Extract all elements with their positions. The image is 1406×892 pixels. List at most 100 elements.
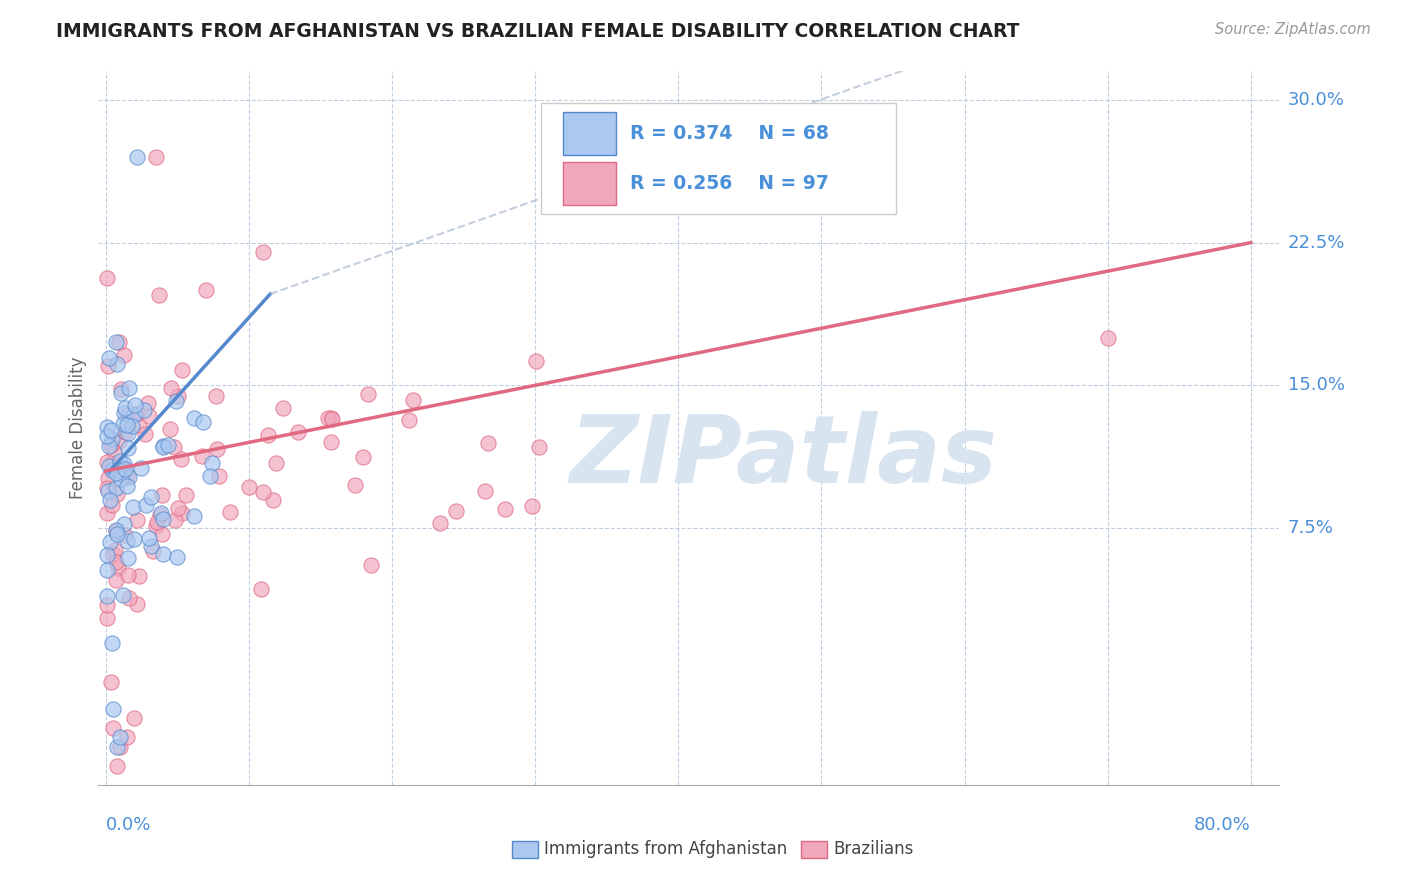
- Point: [271, 401, 294, 415]
- Point: [134, 403, 156, 417]
- Point: [250, 582, 273, 596]
- Point: [118, 591, 141, 605]
- Point: [110, 472, 132, 486]
- Bar: [512, 840, 537, 858]
- Point: [112, 517, 135, 532]
- Point: [122, 408, 145, 422]
- Bar: [562, 112, 616, 154]
- Point: [114, 527, 136, 541]
- Point: [111, 464, 134, 478]
- Point: [97, 471, 120, 485]
- Point: [105, 467, 128, 481]
- Point: [183, 411, 205, 425]
- Point: [150, 527, 173, 541]
- Text: 80.0%: 80.0%: [1194, 815, 1251, 833]
- Point: [156, 438, 179, 452]
- Point: [198, 469, 221, 483]
- Text: 30.0%: 30.0%: [1288, 91, 1344, 109]
- Point: [96, 419, 118, 434]
- Point: [96, 563, 118, 577]
- Point: [172, 363, 194, 377]
- Point: [201, 456, 224, 470]
- Point: [352, 450, 374, 464]
- Point: [139, 491, 162, 505]
- Point: [108, 434, 131, 448]
- Point: [117, 442, 139, 456]
- Point: [167, 501, 190, 516]
- Text: 0.0%: 0.0%: [105, 815, 150, 833]
- Point: [101, 702, 124, 716]
- Point: [474, 484, 496, 499]
- Point: [124, 408, 146, 422]
- Point: [112, 457, 135, 471]
- Point: [117, 551, 139, 566]
- Point: [174, 488, 197, 502]
- Point: [219, 505, 242, 519]
- Point: [148, 287, 170, 301]
- Point: [152, 440, 174, 454]
- Point: [100, 674, 122, 689]
- Point: [110, 382, 132, 396]
- Point: [122, 500, 145, 514]
- Point: [121, 418, 143, 433]
- Point: [105, 334, 128, 349]
- Point: [256, 427, 278, 442]
- Point: [115, 468, 138, 483]
- Point: [104, 523, 127, 537]
- Point: [170, 452, 193, 467]
- Point: [124, 398, 146, 412]
- Point: [319, 411, 342, 425]
- Text: R = 0.374    N = 68: R = 0.374 N = 68: [630, 124, 828, 143]
- Point: [108, 739, 131, 754]
- Point: [152, 439, 174, 453]
- Point: [150, 488, 173, 502]
- Point: [115, 731, 138, 745]
- Point: [287, 425, 309, 440]
- Point: [163, 440, 186, 454]
- Point: [97, 359, 120, 373]
- Text: 22.5%: 22.5%: [1288, 234, 1346, 252]
- Point: [128, 568, 150, 582]
- Point: [125, 150, 148, 164]
- Point: [107, 561, 129, 575]
- Point: [321, 412, 343, 426]
- Point: [96, 455, 118, 469]
- Text: Source: ZipAtlas.com: Source: ZipAtlas.com: [1215, 22, 1371, 37]
- Point: [360, 558, 382, 572]
- Point: [136, 396, 159, 410]
- Point: [115, 479, 138, 493]
- Point: [398, 412, 420, 426]
- Point: [429, 516, 451, 530]
- Point: [319, 434, 342, 449]
- Point: [96, 481, 118, 495]
- Point: [100, 456, 122, 470]
- Point: [262, 492, 284, 507]
- Point: [101, 721, 124, 735]
- Point: [264, 456, 287, 470]
- Text: IMMIGRANTS FROM AFGHANISTAN VS BRAZILIAN FEMALE DISABILITY CORRELATION CHART: IMMIGRANTS FROM AFGHANISTAN VS BRAZILIAN…: [56, 22, 1019, 41]
- Point: [117, 534, 139, 549]
- Text: Brazilians: Brazilians: [832, 840, 914, 858]
- Point: [205, 442, 228, 456]
- Point: [125, 597, 148, 611]
- Point: [343, 478, 366, 492]
- Point: [96, 429, 118, 443]
- Point: [101, 498, 124, 512]
- Point: [114, 462, 136, 476]
- Point: [138, 409, 160, 424]
- Point: [98, 534, 121, 549]
- Point: [172, 506, 194, 520]
- Text: 7.5%: 7.5%: [1288, 519, 1334, 537]
- Point: [145, 150, 167, 164]
- Point: [138, 531, 160, 545]
- Point: [145, 519, 167, 533]
- Point: [141, 540, 163, 554]
- Point: [100, 423, 122, 437]
- Point: [160, 380, 183, 394]
- Point: [117, 425, 139, 440]
- Point: [401, 392, 423, 407]
- Point: [167, 389, 190, 403]
- Point: [96, 611, 118, 625]
- Point: [115, 417, 138, 432]
- Point: [252, 245, 274, 260]
